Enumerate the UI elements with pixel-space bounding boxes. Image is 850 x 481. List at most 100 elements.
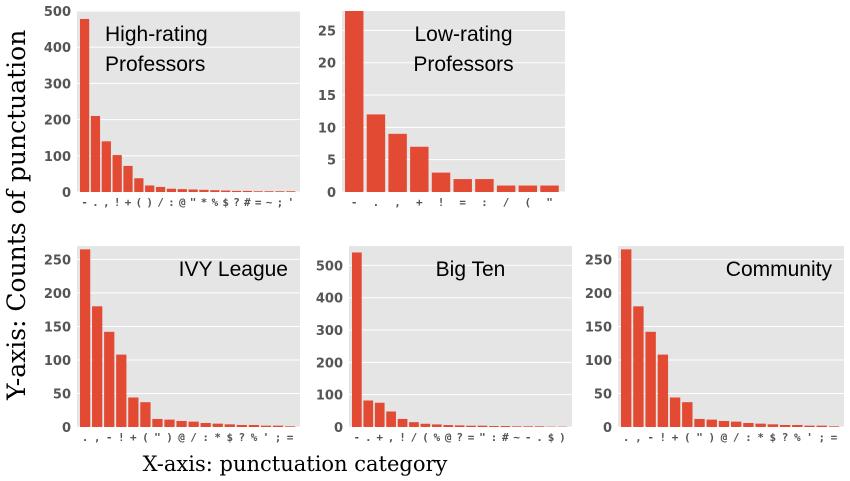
bar <box>755 423 766 427</box>
bar <box>199 189 209 192</box>
bar <box>152 418 163 427</box>
bar <box>188 189 198 192</box>
x-tick-label: @ <box>178 431 185 444</box>
bar <box>134 178 144 192</box>
y-tick-label: 5 <box>327 154 336 169</box>
x-tick-label: % <box>433 431 440 444</box>
x-tick-label: ; <box>275 431 282 444</box>
chart-title: Professors <box>105 53 205 76</box>
x-tick-label: - <box>647 431 654 444</box>
bar <box>779 424 791 427</box>
bar <box>443 425 454 427</box>
bar <box>264 191 274 192</box>
bar <box>275 191 285 192</box>
bar <box>682 402 693 427</box>
x-tick-label: @ <box>179 196 186 209</box>
figure-x-axis-label: X-axis: punctuation category <box>142 452 448 476</box>
bar <box>767 424 779 427</box>
bar <box>657 354 669 427</box>
y-tick-label: 0 <box>334 421 343 436</box>
bar <box>475 179 494 192</box>
x-tick-label: ! <box>660 431 667 444</box>
bar <box>477 425 488 427</box>
y-tick-label: 150 <box>44 320 71 335</box>
x-tick-label: , <box>635 431 642 444</box>
chart-title: IVY League <box>179 258 288 281</box>
bar <box>388 133 407 192</box>
x-tick-label: . <box>82 431 89 444</box>
bar <box>286 191 296 192</box>
bar <box>694 418 705 427</box>
x-tick-label: ~ <box>266 196 273 209</box>
bar <box>80 18 90 192</box>
bar <box>706 419 717 427</box>
bar <box>112 155 122 192</box>
x-tick-label: - <box>354 431 361 444</box>
chart-title: Big Ten <box>436 258 506 281</box>
x-tick-label: ? <box>239 431 246 444</box>
bar <box>410 146 429 192</box>
bar <box>540 185 559 192</box>
x-tick-label: ! <box>399 431 406 444</box>
y-tick-label: 50 <box>53 387 71 402</box>
bar <box>253 191 263 192</box>
y-tick-label: 400 <box>316 292 343 307</box>
bar <box>224 424 235 427</box>
x-tick-label: + <box>130 431 137 444</box>
y-tick-label: 20 <box>318 57 336 72</box>
y-tick-label: 100 <box>44 150 71 165</box>
bar <box>155 186 166 192</box>
x-tick-label: @ <box>721 431 728 444</box>
bar <box>176 420 187 427</box>
x-tick-label: * <box>214 431 221 444</box>
x-tick-label: - <box>351 196 358 209</box>
x-tick-label: ! <box>114 196 121 209</box>
bar <box>496 185 516 192</box>
x-tick-label: : <box>202 431 209 444</box>
x-tick-label: $ <box>548 431 555 444</box>
bar <box>374 402 385 427</box>
y-tick-label: 200 <box>44 114 71 129</box>
chart-low-rating-professors: 0 5 10 15 20 25 -., +! =: / (" Low-rating Professors <box>318 11 565 209</box>
bar <box>212 423 223 427</box>
y-tick-label: 100 <box>44 354 71 369</box>
bar <box>431 424 442 427</box>
x-tick-label: - <box>525 431 532 444</box>
bar <box>792 424 803 427</box>
bar <box>352 252 362 427</box>
chart-title: Professors <box>413 53 513 76</box>
bar <box>743 422 754 427</box>
x-tick-label: : <box>491 431 498 444</box>
x-tick-label: # <box>244 196 251 209</box>
bar <box>231 190 242 192</box>
bar <box>104 331 115 427</box>
bar <box>454 425 465 427</box>
x-tick-label: = <box>468 431 475 444</box>
x-tick-label: - <box>106 431 113 444</box>
y-tick-label: 0 <box>327 186 336 201</box>
x-tick-label: $ <box>770 431 777 444</box>
x-tick-label: : <box>745 431 752 444</box>
x-tick-label: . <box>536 431 543 444</box>
x-tick-label: ' <box>263 431 270 444</box>
bar <box>177 189 187 192</box>
y-tick-label: 300 <box>44 77 71 92</box>
x-tick-label: ( <box>525 196 532 209</box>
x-tick-label: @ <box>445 431 452 444</box>
bar <box>397 418 408 427</box>
chart-title: Community <box>726 258 833 281</box>
x-tick-label: ! <box>118 431 125 444</box>
x-tick-label: + <box>416 196 423 209</box>
x-tick-label: ( <box>142 431 149 444</box>
y-tick-label: 0 <box>62 421 71 436</box>
x-tick-label: * <box>201 196 208 209</box>
bar <box>80 249 91 427</box>
x-tick-label: % <box>794 431 801 444</box>
x-tick-label: + <box>672 431 679 444</box>
bar <box>431 172 451 192</box>
bar <box>645 331 656 427</box>
y-tick-label: 50 <box>594 387 612 402</box>
bar <box>804 425 815 427</box>
x-tick-label: ) <box>166 431 173 444</box>
